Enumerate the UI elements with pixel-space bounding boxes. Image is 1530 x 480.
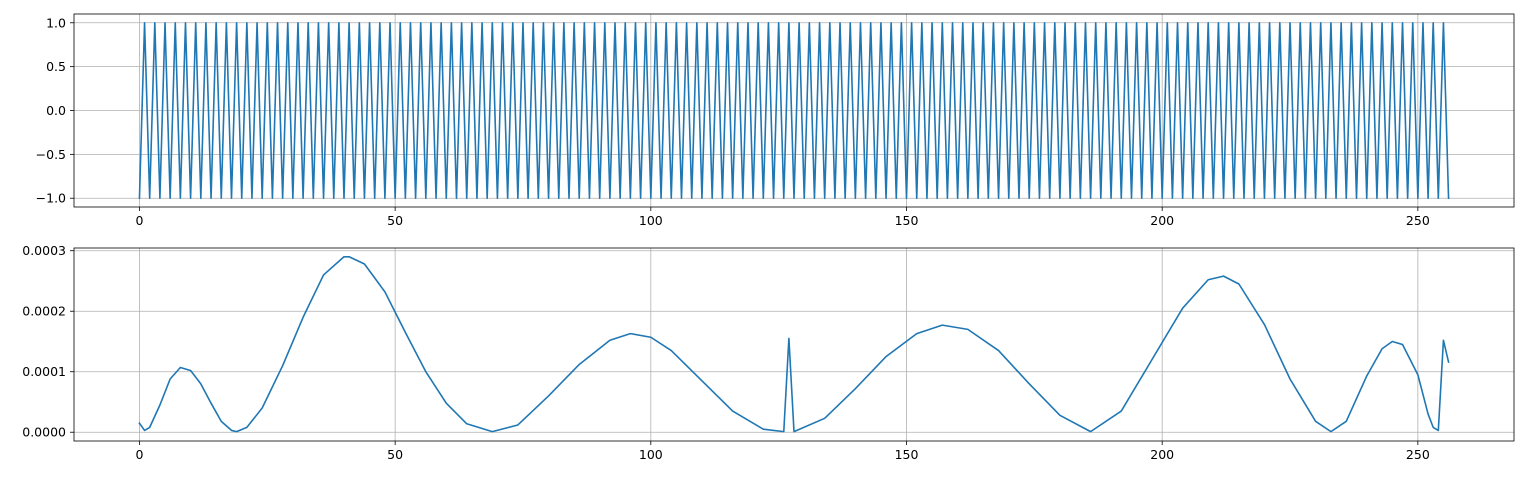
bottom-x-tick-label: 250 [1406, 447, 1430, 462]
bottom-axes: 0 50 100 150 200 250 0.0000 0.0001 0.0002 0.0003 [22, 243, 1515, 462]
top-y-tick-label: −1.0 [36, 191, 66, 206]
bottom-y-tick-label: 0.0002 [22, 304, 66, 319]
bottom-x-tick-label: 100 [639, 447, 663, 462]
top-x-tick-label: 50 [387, 213, 403, 228]
bottom-axes-frame [73, 247, 1515, 442]
bottom-x-tick-label: 0 [135, 447, 143, 462]
top-x-tick-label: 250 [1406, 213, 1430, 228]
bottom-x-tick-label: 150 [895, 447, 919, 462]
bottom-y-tick-label: 0.0003 [22, 243, 66, 258]
top-x-tick-label: 150 [895, 213, 919, 228]
top-axes: 0 50 100 150 200 250 −1.0 −0.5 0.0 0.5 1.0 [36, 13, 1515, 228]
bottom-series-line [138, 255, 1450, 433]
bottom-x-tick-label: 50 [387, 447, 403, 462]
top-series-line [138, 21, 1450, 200]
bottom-x-tick-label: 200 [1150, 447, 1174, 462]
top-x-tick-label: 0 [135, 213, 143, 228]
top-y-tick-label: 0.5 [46, 59, 66, 74]
bottom-y-tick-label: 0.0000 [22, 425, 66, 440]
top-y-tick-label: 0.0 [46, 103, 66, 118]
top-y-tick-label: 1.0 [46, 15, 66, 30]
top-y-tick-label: −0.5 [36, 147, 66, 162]
bottom-y-tick-label: 0.0001 [22, 364, 66, 379]
top-x-tick-label: 100 [639, 213, 663, 228]
top-x-tick-label: 200 [1150, 213, 1174, 228]
